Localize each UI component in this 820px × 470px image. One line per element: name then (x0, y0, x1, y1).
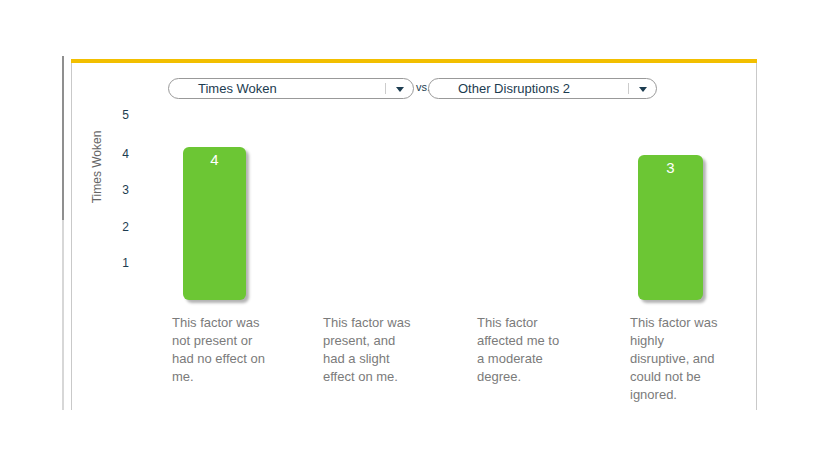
scrollbar[interactable] (62, 56, 64, 410)
category-label-3: This factor affected me to a moderate de… (477, 314, 617, 386)
dropdown-divider (385, 83, 386, 94)
category-label-1: This factor was not present or had no ef… (172, 314, 312, 386)
scrollbar-thumb[interactable] (62, 56, 64, 220)
panel-border-left (71, 63, 72, 410)
dropdown-divider (628, 83, 629, 94)
bar-category-4: 3 (638, 155, 703, 300)
results-page: Times Woken vs. Other Disruptions 2 Time… (0, 0, 820, 470)
y-tick-label-5: 5 (109, 108, 129, 122)
panel-accent-bar (71, 59, 757, 63)
metric-dropdown-right[interactable]: Other Disruptions 2 (428, 78, 657, 99)
metric-dropdown-left-value: Times Woken (169, 81, 277, 96)
y-tick-label-3: 3 (109, 183, 129, 197)
y-tick-label-2: 2 (109, 220, 129, 234)
category-label-4: This factor was highly disruptive, and c… (630, 314, 770, 404)
bar-value-label: 3 (666, 159, 674, 176)
chevron-down-icon[interactable] (639, 87, 647, 92)
y-tick-label-1: 1 (109, 256, 129, 270)
metric-dropdown-left[interactable]: Times Woken (168, 78, 414, 99)
y-tick-label-4: 4 (109, 147, 129, 161)
y-axis-title: Times Woken (90, 131, 104, 204)
category-label-2: This factor was present, and had a sligh… (323, 314, 463, 386)
metric-dropdown-right-value: Other Disruptions 2 (429, 81, 570, 96)
bar-category-1: 4 (183, 147, 246, 300)
chevron-down-icon[interactable] (396, 87, 404, 92)
bar-value-label: 4 (210, 151, 218, 168)
